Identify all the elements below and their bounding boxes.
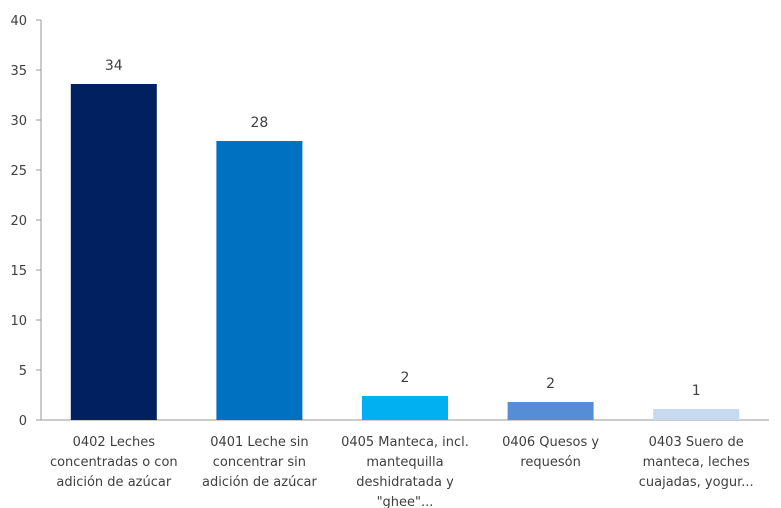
category-label: 0405 Manteca, incl. mantequilla deshidrata… — [341, 435, 469, 508]
y-tick-label: 5 — [19, 364, 27, 379]
category-labels: 0402 Leches concentradas o con adición de … — [50, 435, 754, 508]
category-label: 0406 Quesos y requesón — [502, 435, 599, 470]
data-label: 2 — [546, 376, 555, 392]
y-tick-label: 20 — [10, 214, 27, 229]
y-tick-label: 40 — [10, 14, 27, 29]
bar — [70, 84, 157, 420]
bars — [70, 84, 740, 420]
y-tick-label: 25 — [10, 164, 27, 179]
data-label: 34 — [105, 58, 123, 74]
y-tick-label: 30 — [10, 114, 27, 129]
bar — [507, 402, 594, 420]
data-label: 28 — [250, 115, 268, 131]
y-axis-ticks: 0 5 10 15 20 25 30 35 40 — [10, 14, 41, 429]
y-tick-label: 0 — [19, 414, 27, 429]
y-tick-label: 10 — [10, 314, 27, 329]
bar — [362, 396, 448, 420]
data-label: 1 — [692, 383, 701, 399]
bar — [216, 141, 303, 420]
data-label: 2 — [401, 370, 410, 386]
y-tick-label: 35 — [10, 64, 27, 79]
bar — [653, 409, 740, 420]
category-label: 0403 Suero de manteca, leches cuajadas, yo… — [639, 435, 754, 490]
y-tick-label: 15 — [10, 264, 27, 279]
category-label: 0402 Leches concentradas o con adición de … — [50, 435, 178, 490]
category-label: 0401 Leche sin concentrar sin adición de a… — [202, 435, 317, 490]
